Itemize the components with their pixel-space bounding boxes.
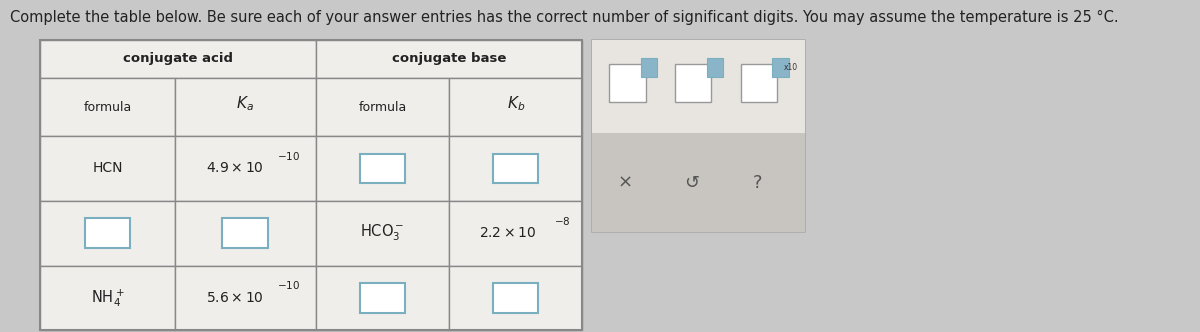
Bar <box>41 40 582 266</box>
Bar <box>316 78 449 136</box>
Bar <box>592 40 804 133</box>
Text: conjugate acid: conjugate acid <box>124 52 233 65</box>
Bar <box>773 58 788 77</box>
Bar <box>222 218 268 248</box>
Bar <box>85 218 131 248</box>
Bar <box>592 40 804 232</box>
Bar <box>174 78 316 136</box>
Bar <box>41 40 582 330</box>
Text: $\mathrm{NH_4^+}$: $\mathrm{NH_4^+}$ <box>91 287 125 309</box>
Text: $K_b$: $K_b$ <box>506 94 524 113</box>
Bar <box>174 201 316 266</box>
Bar <box>41 201 174 266</box>
Text: $K_a$: $K_a$ <box>236 94 254 113</box>
Bar <box>707 58 722 77</box>
Bar <box>449 78 582 136</box>
Bar <box>449 136 582 201</box>
Text: formula: formula <box>359 101 407 114</box>
Text: ?: ? <box>752 174 762 192</box>
Bar <box>360 283 406 313</box>
Bar <box>316 40 582 78</box>
Bar <box>740 64 778 102</box>
Text: $2.2 \times 10$: $2.2 \times 10$ <box>479 226 536 240</box>
Text: x10: x10 <box>784 63 798 72</box>
Bar <box>493 153 539 183</box>
Text: $-8$: $-8$ <box>554 214 570 227</box>
Bar <box>316 266 449 330</box>
Bar <box>41 40 316 78</box>
Bar <box>174 136 316 201</box>
Text: $4.9 \times 10$: $4.9 \times 10$ <box>206 161 264 176</box>
Text: ×: × <box>618 174 634 192</box>
Text: formula: formula <box>84 101 132 114</box>
Text: $5.6 \times 10$: $5.6 \times 10$ <box>206 291 264 305</box>
Bar <box>641 58 658 77</box>
Bar <box>41 266 174 330</box>
Text: $-10$: $-10$ <box>277 150 300 162</box>
Bar <box>592 133 804 232</box>
Bar <box>449 201 582 266</box>
Bar <box>610 64 646 102</box>
Bar <box>174 266 316 330</box>
Text: ↺: ↺ <box>684 174 698 192</box>
Text: Complete the table below. Be sure each of your answer entries has the correct nu: Complete the table below. Be sure each o… <box>10 10 1118 25</box>
Text: $-10$: $-10$ <box>277 279 300 291</box>
Text: $\mathrm{HCO_3^-}$: $\mathrm{HCO_3^-}$ <box>360 223 404 243</box>
Text: HCN: HCN <box>92 161 122 176</box>
Bar <box>316 201 449 266</box>
Bar <box>41 78 174 136</box>
Text: conjugate base: conjugate base <box>391 52 506 65</box>
Bar <box>676 64 712 102</box>
Bar <box>449 266 582 330</box>
Bar <box>493 283 539 313</box>
Bar <box>316 136 449 201</box>
Bar <box>360 153 406 183</box>
Bar <box>41 136 174 201</box>
